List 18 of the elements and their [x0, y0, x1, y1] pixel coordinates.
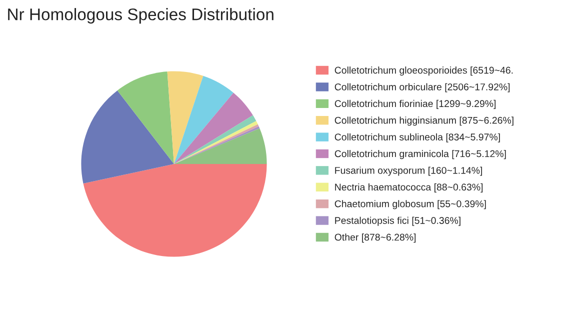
legend-label: Fusarium oxysporum [160~1.14%] — [335, 166, 482, 176]
legend-label: Colletotrichum orbiculare [2506~17.92%] — [334, 83, 510, 92]
legend-label: Colletotrichum sublineola [834~5.97%] — [334, 133, 500, 142]
legend-label: Colletotrichum higginsianum [875~6.26%] — [334, 116, 514, 126]
legend-label: Other [878~6.28%] — [334, 234, 416, 243]
chart-title: Nr Homologous Species Distribution — [8, 8, 274, 24]
legend-label: Colletotrichum fioriniae [1299~9.29%] — [334, 100, 496, 109]
pie-slice — [83, 164, 267, 257]
legend-label: Colletotrichum graminicola [716~5.12%] — [334, 150, 506, 160]
legend-label: Colletotrichum gloeosporioides [6519~46. — [334, 66, 513, 76]
legend-label: Pestalotiopsis fici [51~0.36%] — [335, 216, 460, 226]
pie-slice — [174, 92, 253, 164]
pie-slice — [174, 76, 234, 164]
pie-slice — [117, 71, 174, 164]
pie-slice — [81, 90, 174, 184]
pie-slice — [167, 71, 204, 164]
legend-label: Chaetomium globosum [55~0.39%] — [334, 200, 486, 210]
legend-label: Nectria haematococca [88~0.63%] — [335, 183, 483, 192]
